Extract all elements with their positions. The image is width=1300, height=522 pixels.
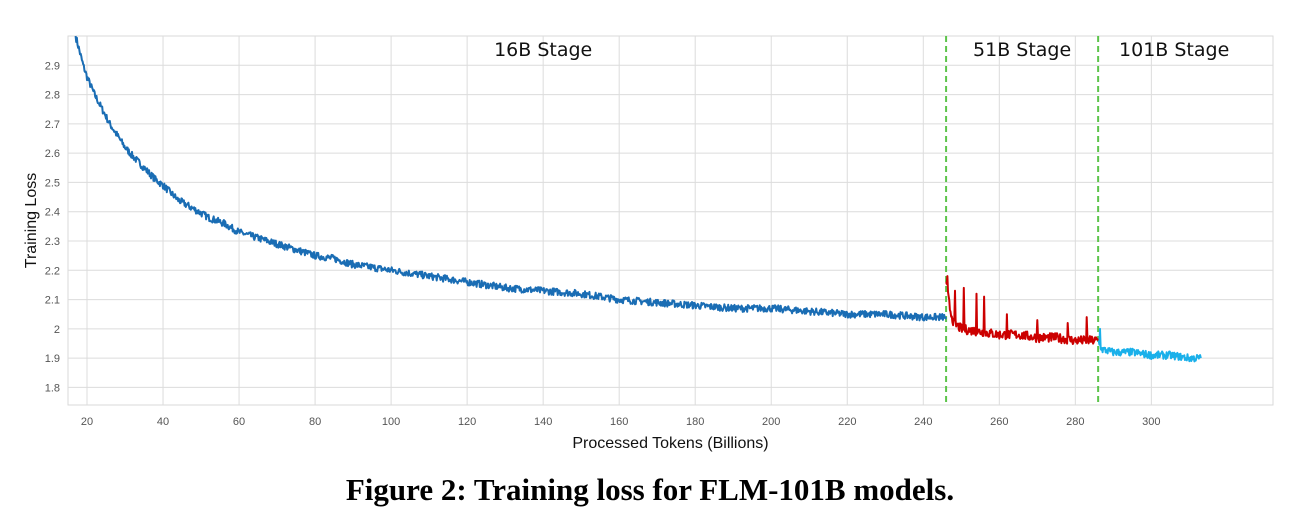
figure-caption: Figure 2: Training loss for FLM-101B mod…: [345, 472, 955, 507]
y-tick-label: 2.6: [45, 148, 60, 160]
stage-label: 51B Stage: [973, 39, 1071, 61]
series: [74, 35, 1202, 363]
stage-boundaries: [945, 36, 1100, 405]
y-tick-label: 1.9: [45, 353, 60, 365]
y-tick-label: 2.8: [45, 90, 60, 102]
y-axis-title: Training Loss: [23, 173, 40, 268]
x-tick-label: 280: [1066, 416, 1084, 428]
loss-series-line: [74, 35, 948, 322]
loss-series-line: [1097, 327, 1202, 363]
x-tick-label: 60: [233, 416, 245, 428]
x-tick-label: 240: [914, 416, 932, 428]
plot-frame: [67, 35, 1274, 406]
stage-label: 101B Stage: [1119, 39, 1229, 61]
x-tick-label: 180: [686, 416, 704, 428]
y-tick-label: 2.9: [45, 60, 60, 72]
loss-series-line: [945, 275, 1100, 345]
x-axis-title: Processed Tokens (Billions): [572, 435, 768, 452]
grid: [67, 35, 1274, 406]
x-tick-label: 140: [534, 416, 552, 428]
stage-label: 16B Stage: [494, 39, 592, 61]
tick-labels: 20 40 60 80 100 120 140 160 180 200 220 240 260 280 30…: [45, 60, 1161, 428]
y-tick-label: 2.7: [45, 119, 60, 131]
y-tick-label: 1.8: [45, 382, 60, 394]
stage-labels: 16B Stage 51B Stage 101B Stage: [494, 39, 1229, 61]
x-tick-label: 120: [458, 416, 476, 428]
x-tick-label: 200: [762, 416, 780, 428]
x-tick-label: 100: [382, 416, 400, 428]
x-tick-label: 260: [990, 416, 1008, 428]
x-tick-label: 300: [1142, 416, 1160, 428]
x-tick-label: 80: [309, 416, 321, 428]
y-tick-label: 2.1: [45, 295, 60, 307]
y-tick-label: 2.3: [45, 236, 60, 248]
training-loss-chart: 20 40 60 80 100 120 140 160 180 200 220 240 260 280 30…: [23, 35, 1274, 452]
chart-svg: 20 40 60 80 100 120 140 160 180 200 220 240 260 280 30…: [23, 35, 1274, 452]
x-tick-label: 220: [838, 416, 856, 428]
x-tick-label: 40: [157, 416, 169, 428]
y-tick-label: 2.2: [45, 265, 60, 277]
y-tick-label: 2.4: [45, 207, 60, 219]
y-tick-label: 2.5: [45, 177, 60, 189]
x-tick-label: 160: [610, 416, 628, 428]
y-tick-label: 2: [54, 324, 60, 336]
x-tick-label: 20: [81, 416, 93, 428]
